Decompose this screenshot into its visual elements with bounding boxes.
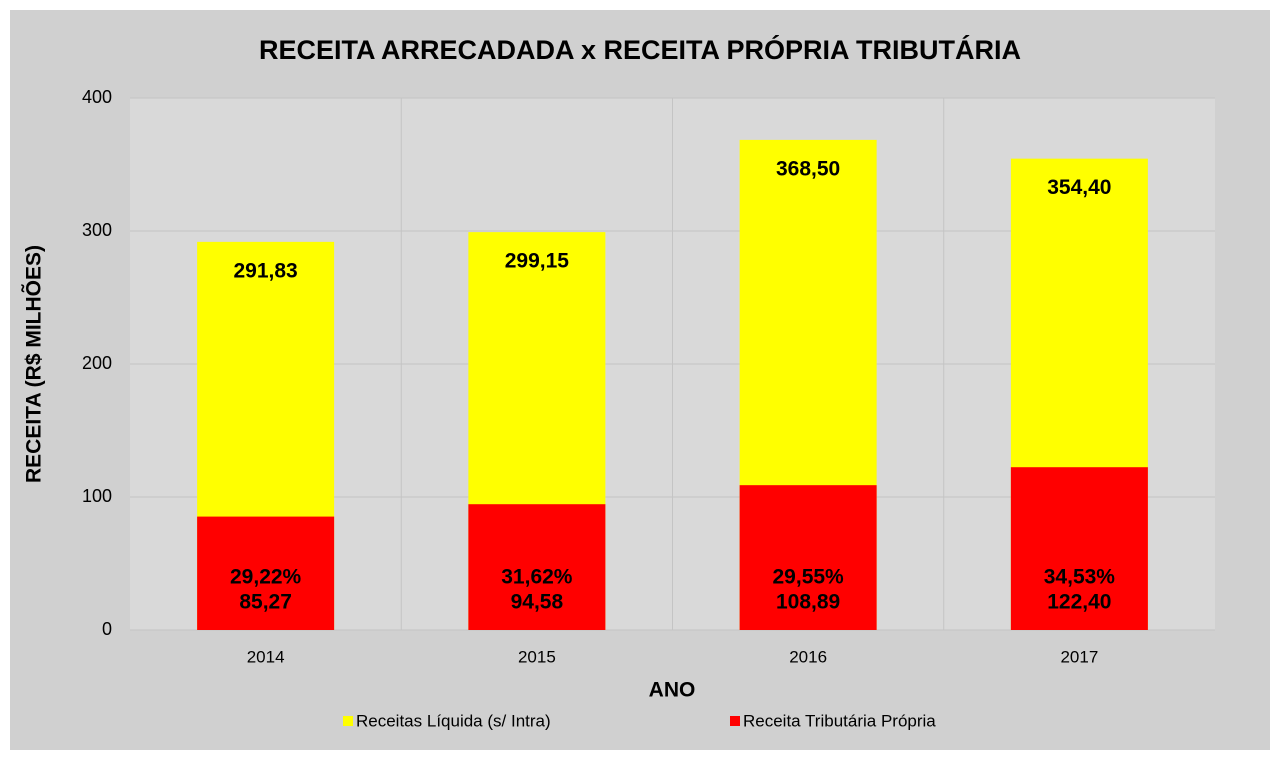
y-tick-label: 200 [82,353,112,373]
y-tick-label: 100 [82,486,112,506]
y-axis-label: RECEITA (R$ MILHÕES) [22,245,46,483]
data-label: 368,50 [776,157,840,180]
data-label: 108,89 [776,591,840,614]
percent-label: 29,22% [230,566,302,589]
bar [1010,467,1148,630]
x-tick-label: 2017 [1060,647,1098,666]
percent-label: 34,53% [1044,566,1116,589]
percent-label: 31,62% [501,566,573,589]
legend-swatch [343,716,353,726]
data-label: 94,58 [511,591,564,614]
bar [739,485,877,630]
data-label: 354,40 [1047,176,1111,199]
y-tick-label: 0 [102,619,112,639]
legend-label: Receita Tributária Própria [743,711,936,730]
y-tick-label: 300 [82,220,112,240]
x-axis-label: ANO [649,679,696,702]
x-tick-label: 2014 [247,647,285,666]
data-label: 122,40 [1047,591,1111,614]
data-label: 85,27 [239,591,292,614]
bar [468,504,606,630]
bar [197,516,335,630]
x-tick-label: 2016 [789,647,827,666]
x-tick-label: 2015 [518,647,556,666]
data-label: 299,15 [505,250,570,273]
legend-label: Receitas Líquida (s/ Intra) [356,711,551,730]
data-label: 291,83 [234,259,298,282]
chart-title: RECEITA ARRECADADA x RECEITA PRÓPRIA TRI… [259,34,1021,65]
percent-label: 29,55% [773,566,845,589]
y-tick-label: 400 [82,87,112,107]
legend-swatch [730,716,740,726]
